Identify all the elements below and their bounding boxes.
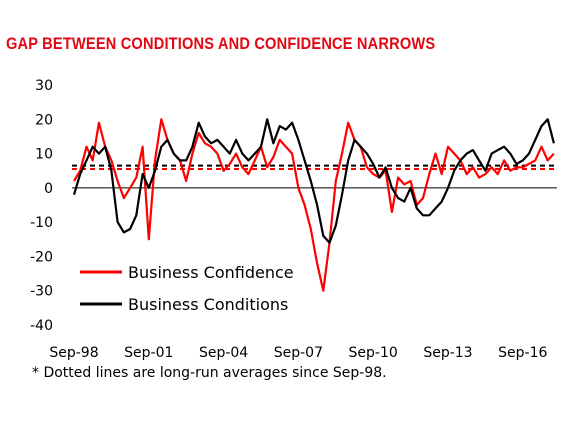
x-tick-label: Sep-13 <box>423 345 472 361</box>
y-tick-label: -30 <box>30 284 53 300</box>
x-tick-label: Sep-10 <box>349 345 398 361</box>
series-line-business-conditions <box>72 118 555 244</box>
x-tick-label: Sep-98 <box>49 345 98 361</box>
x-tick-label: Sep-04 <box>199 345 248 361</box>
y-tick-label: 30 <box>35 78 53 94</box>
legend-label-business-conditions: Business Conditions <box>128 295 288 314</box>
legend: Business Confidence Business Conditions <box>80 263 294 314</box>
y-tick-label: -20 <box>30 249 53 265</box>
y-tick-label: -40 <box>30 318 53 334</box>
legend-label-business-confidence: Business Confidence <box>128 263 294 282</box>
x-axis-tick-labels: Sep-98 Sep-01 Sep-04 Sep-07 Sep-10 Sep-13 Sep-… <box>49 345 547 361</box>
footnote: * Dotted lines are long-run averages sin… <box>32 365 387 381</box>
y-tick-label: -10 <box>30 215 53 231</box>
y-tick-label: 20 <box>35 112 53 128</box>
series-lines <box>72 118 555 292</box>
chart-title: GAP BETWEEN CONDITIONS AND CONFIDENCE NA… <box>6 34 436 53</box>
x-tick-label: Sep-16 <box>498 345 547 361</box>
x-tick-label: Sep-01 <box>124 345 173 361</box>
x-tick-label: Sep-07 <box>274 345 323 361</box>
y-tick-label: 0 <box>44 181 53 197</box>
y-tick-label: 10 <box>35 147 53 163</box>
y-axis-tick-labels: 30 20 10 0 -10 -20 -30 -40 <box>30 78 53 334</box>
